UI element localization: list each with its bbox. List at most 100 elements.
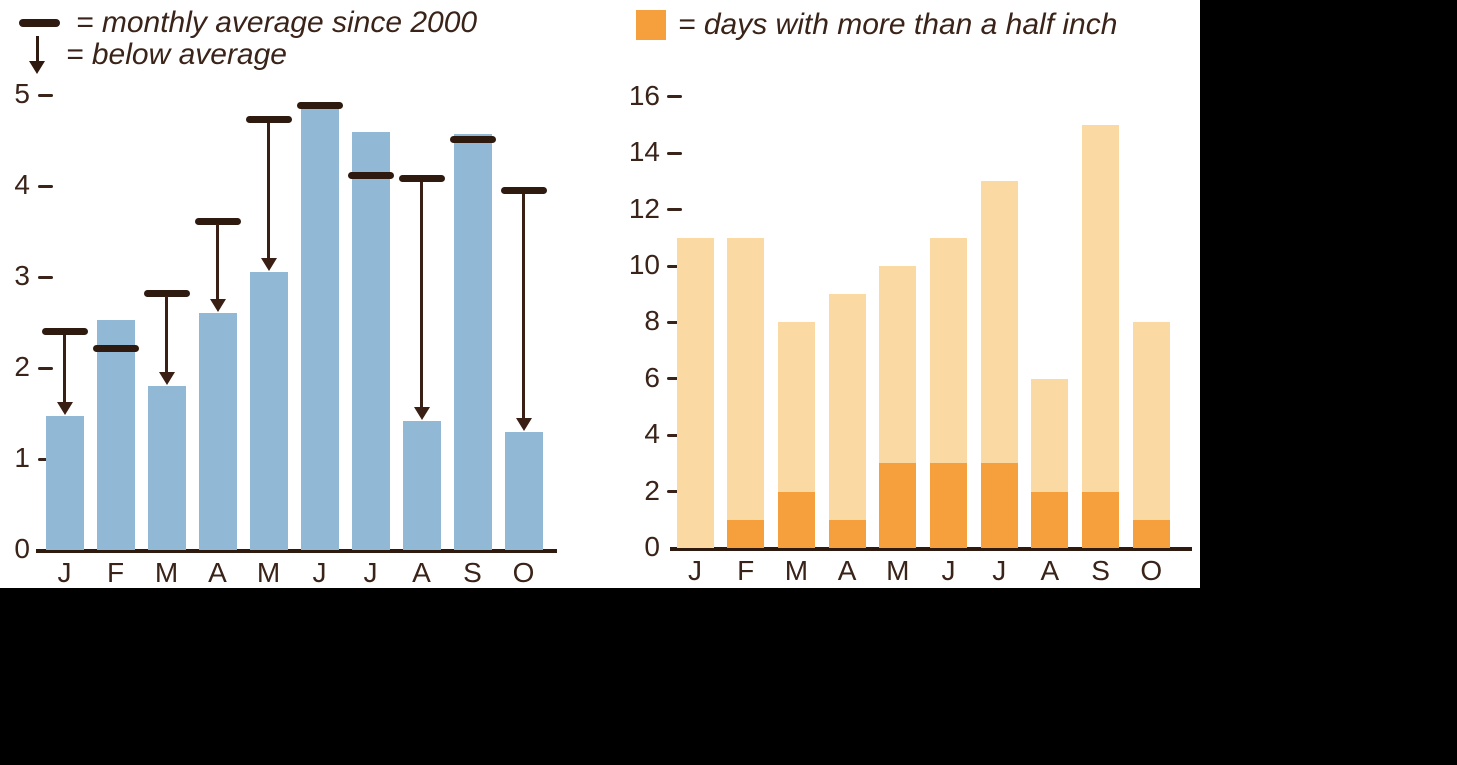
month-label: S [463,557,482,588]
y-tick-mark [667,377,682,381]
month-label: O [512,557,535,588]
y-tick-label: 16 [628,79,660,111]
half-inch-days-bar [1082,491,1120,548]
month-label: M [886,555,910,586]
below-average-arrow-head [56,402,73,416]
average-dash-icon [19,19,60,27]
rain-days-bar [676,237,714,548]
y-tick-label: 0 [14,533,30,564]
month-label: O [1140,555,1163,586]
rain-days-bar [1132,322,1170,548]
month-label: A [837,555,857,586]
legend-row-half-inch: = days with more than a half inch [636,8,1117,42]
legend-label-half-inch: = days with more than a half inch [678,8,1118,41]
y-tick-label: 10 [628,249,660,280]
month-label: J [688,555,702,586]
monthly-average-marker [245,116,292,124]
monthly-average-marker [194,217,241,225]
y-tick-mark [38,93,53,97]
rainfall-bar [45,416,84,550]
down-arrow-icon [28,36,46,74]
rainfall-bar [402,420,441,550]
legend-label-average: = monthly average since 2000 [76,6,478,39]
month-label: F [737,555,755,586]
orange-square-icon [636,10,666,40]
infographic-panel: = monthly average since 2000 = below ave… [0,0,1200,588]
y-tick-mark [667,490,682,494]
y-tick-mark [667,151,682,155]
monthly-average-marker [143,289,190,297]
monthly-average-marker [500,187,547,195]
y-tick-mark [667,208,682,212]
rain-days-plot: 0 2 4 6 8 10 12 14 16 J F M A M J J A S O [628,79,1192,586]
legend-row-below-average: = below average [28,36,287,74]
month-label: J [941,555,956,586]
y-tick-label: 4 [14,169,30,200]
y-tick-mark [38,184,53,188]
month-label: F [106,557,125,588]
half-inch-days-bar [828,519,866,548]
rainfall-bar [198,313,237,550]
rainfall-bar [453,134,492,550]
y-tick-label: 8 [644,305,660,337]
below-average-arrow-stem [267,122,270,258]
y-tick-label: 1 [14,442,30,473]
y-tick-mark [667,264,682,268]
y-tick-label: 3 [14,260,30,291]
monthly-average-marker [398,175,445,183]
y-tick-mark [38,366,53,370]
below-average-arrow-stem [522,193,525,418]
month-label: M [154,557,179,588]
half-inch-days-bar [1031,491,1069,548]
month-label: J [57,557,72,588]
rain-days-bar [1082,125,1120,548]
half-inch-days-bar [980,463,1018,548]
y-tick-mark [667,433,682,437]
rainfall-bar [96,319,135,550]
below-average-arrow-stem [420,181,423,407]
month-label: J [363,557,378,588]
x-axis-line [36,549,557,553]
month-label: S [1091,555,1110,586]
below-average-arrow-stem [63,334,66,403]
below-average-arrow-head [515,417,532,431]
month-label: M [784,555,809,586]
y-tick-label: 0 [644,531,660,562]
rain-days-bar [828,294,866,548]
below-average-arrow-head [260,257,277,271]
y-tick-label: 14 [628,136,660,168]
y-tick-label: 6 [644,361,660,393]
monthly-average-marker [41,328,88,336]
rainfall-bar [249,271,288,550]
monthly-average-marker [449,136,496,144]
y-tick-label: 4 [644,418,660,450]
below-average-arrow-stem [165,296,168,373]
x-axis-line [670,547,1192,551]
month-label: J [992,555,1007,586]
y-tick-mark [38,275,53,279]
monthly-average-marker [92,345,139,353]
rainfall-bar [147,386,186,550]
y-tick-label: 5 [14,78,30,109]
month-label: A [412,557,431,588]
half-inch-days-bar [727,519,765,548]
below-average-arrow-head [158,372,175,386]
y-tick-label: 12 [628,192,660,224]
rain-days-bar [727,237,765,548]
y-tick-mark [667,320,682,324]
month-label: A [1040,555,1060,586]
rainfall-bar [504,431,543,550]
y-tick-label: 2 [14,351,30,382]
half-inch-days-bar [879,463,917,548]
half-inch-days-bar [930,463,967,548]
below-average-arrow-stem [216,224,219,300]
below-average-arrow-head [413,406,430,420]
legend-label-below-average: = below average [66,38,287,71]
half-inch-days-bar [1132,519,1170,548]
legend-row-average: = monthly average since 2000 [19,6,477,40]
y-tick-label: 2 [644,474,660,506]
half-inch-days-bar [777,491,815,548]
rainfall-bar [300,107,339,550]
y-tick-mark [667,95,682,99]
